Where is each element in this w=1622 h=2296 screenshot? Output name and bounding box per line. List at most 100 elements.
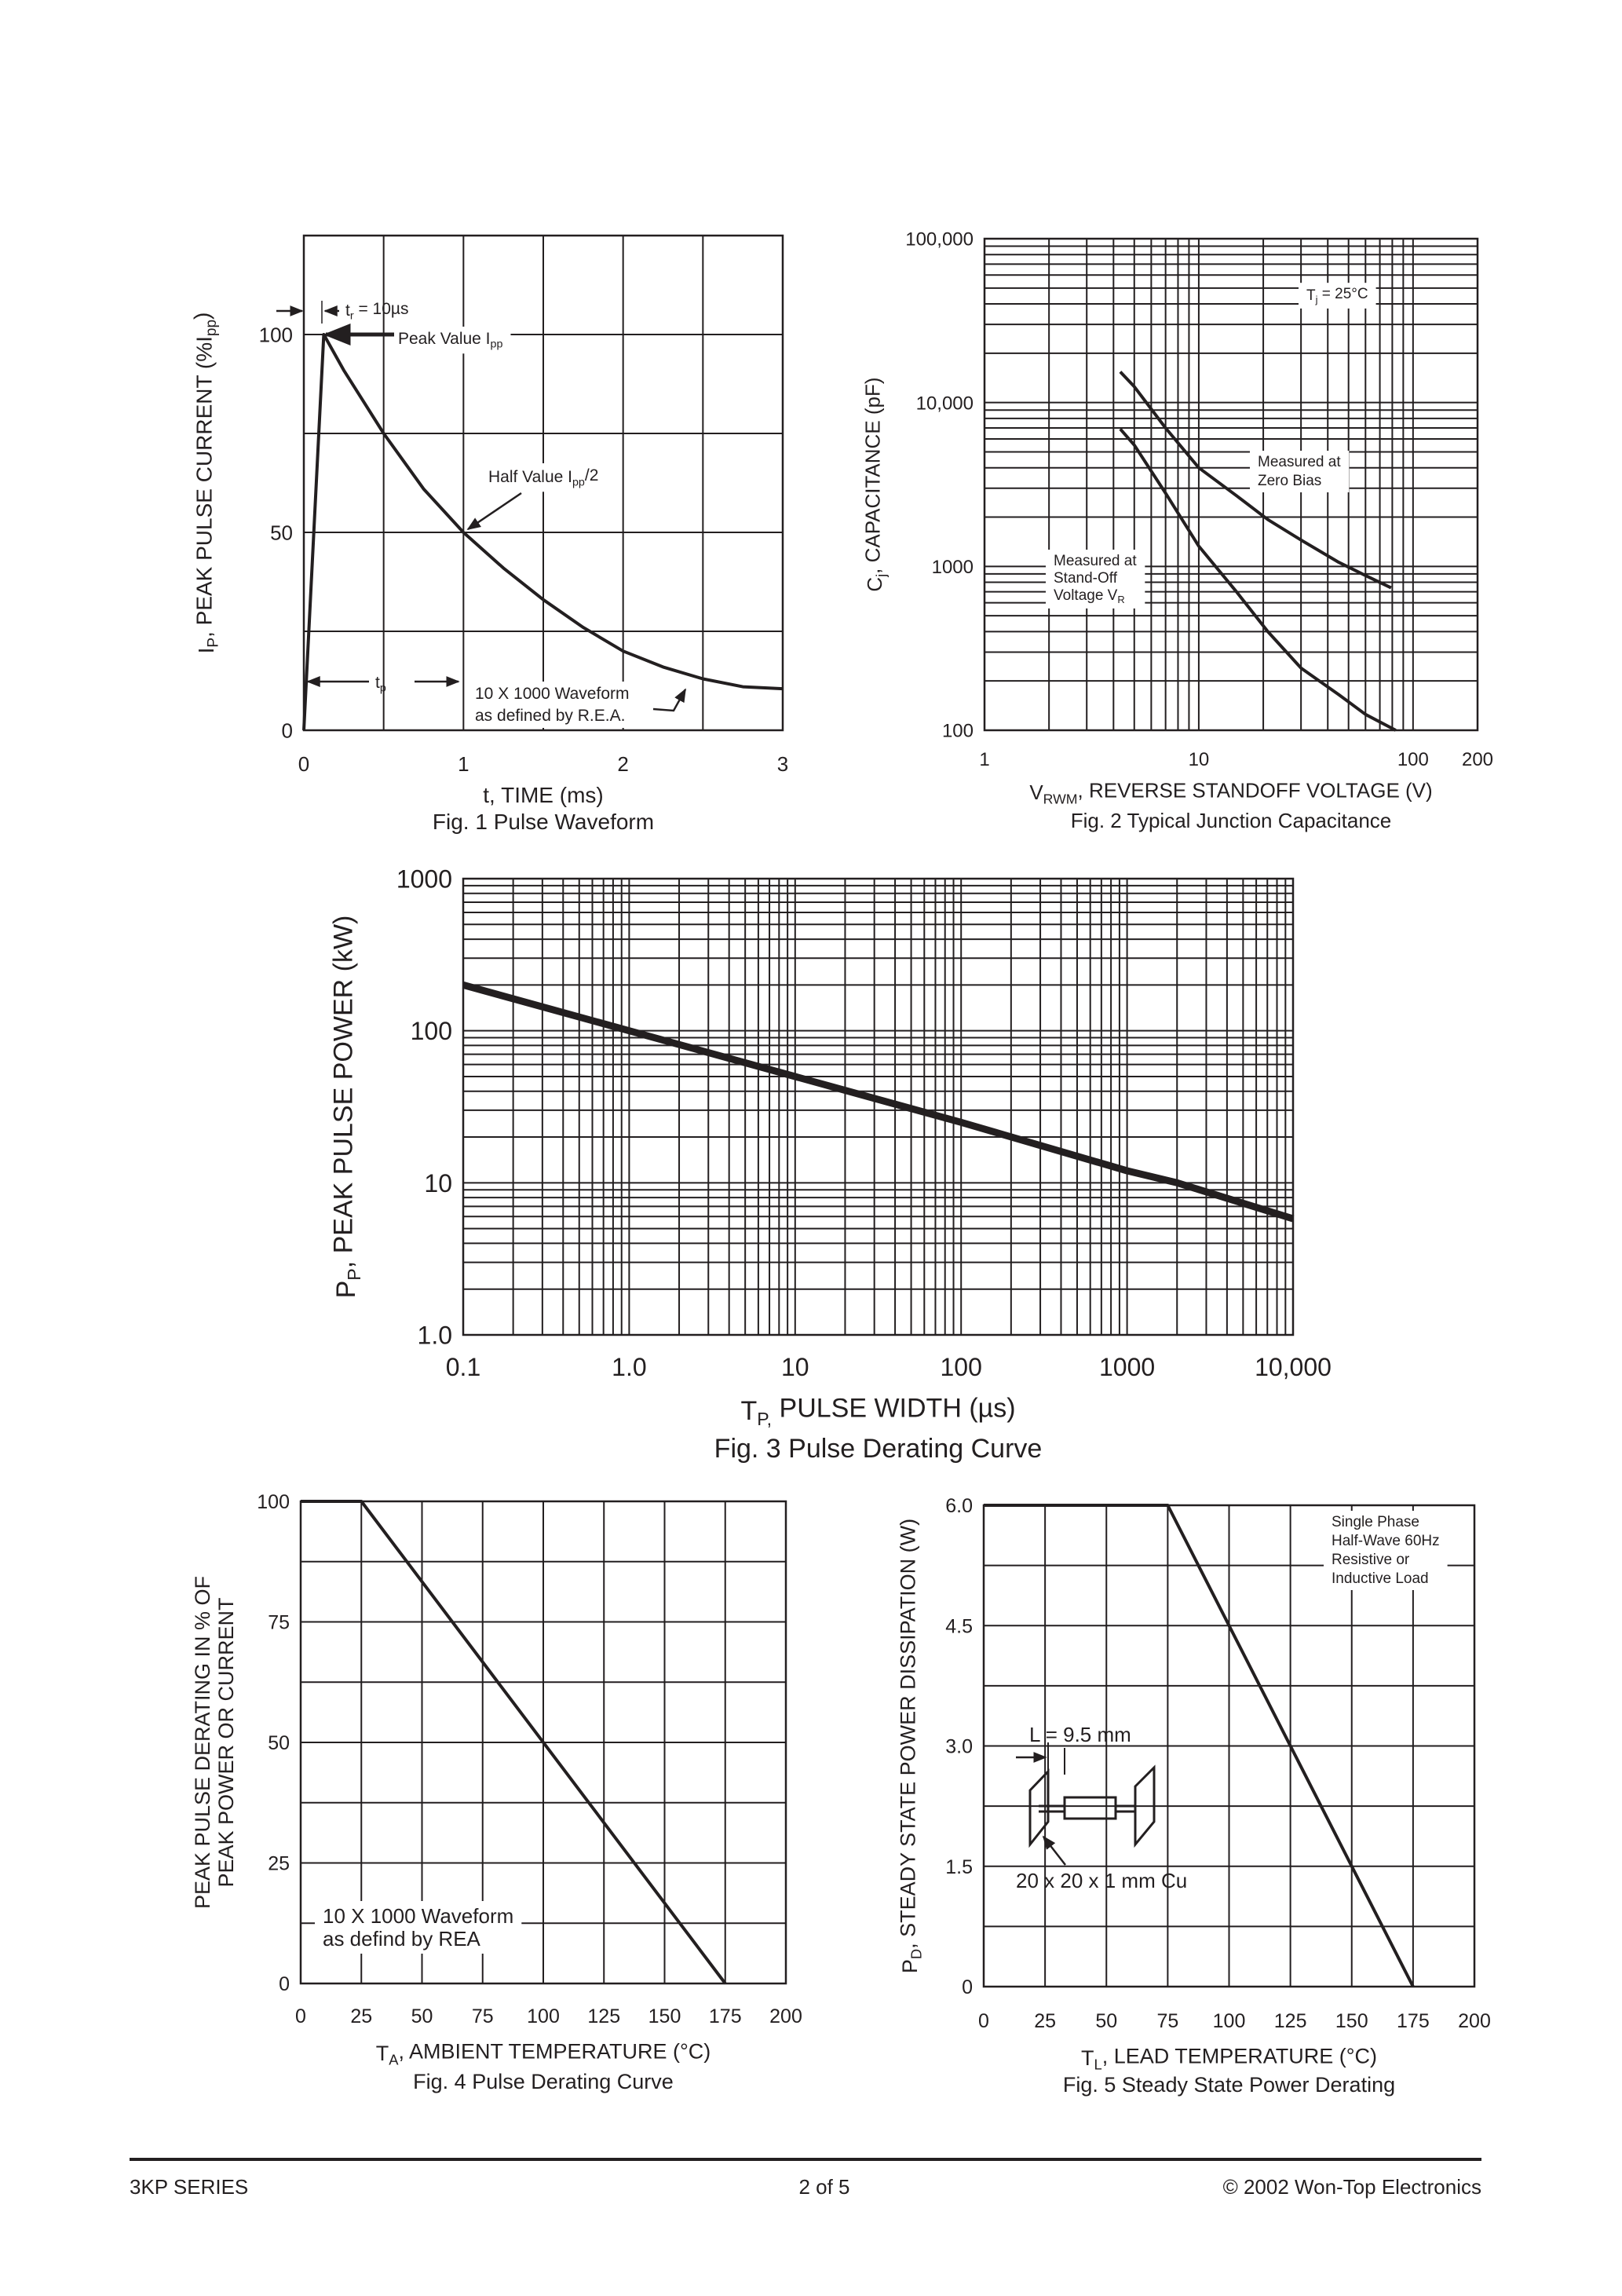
annotation-background <box>1299 283 1376 309</box>
annotation-text: Voltage VR <box>1054 587 1125 605</box>
annotation-text: Peak Value Ipp <box>398 330 502 350</box>
annotation-text: 20 x 20 x 1 mm Cu <box>1016 1869 1187 1892</box>
fig3-x-tick-label: 10 <box>781 1353 809 1381</box>
annotation-background <box>1250 451 1350 492</box>
fig5-caption: Fig. 5 Steady State Power Derating <box>1063 2073 1395 2097</box>
fig1-annotation-tp: tp <box>375 674 386 694</box>
annotation-text: Measured at <box>1258 454 1341 470</box>
fig5-annotation-lead: L = 9.5 mm <box>1029 1723 1131 1746</box>
fig4-y-tick-label: 25 <box>268 1853 290 1875</box>
annotation-text: Single Phase <box>1332 1514 1419 1530</box>
fig1-caption: Fig. 1 Pulse Waveform <box>433 810 654 834</box>
fig1-y-tick-label: 100 <box>259 323 293 346</box>
fig4-y-tick-label: 50 <box>268 1732 290 1754</box>
diode-body <box>1063 1796 1117 1820</box>
fig5-chart: 0 25 50 75 100 125 150 175 200 0 1.5 3.0 4.5 6.0 TL, L… <box>896 1495 1490 2097</box>
fig4-x-tick-label: 150 <box>648 2005 681 2027</box>
footer-page-number: 2 of 5 <box>798 2175 850 2199</box>
fig2-y-tick-label: 10,000 <box>916 393 974 414</box>
annotation-text: as defind by REA <box>323 1927 481 1951</box>
fig2-y-tick-label: 100 <box>942 721 974 742</box>
fig3-x-axis-title: TP, PULSE WIDTH (µs) <box>740 1394 1015 1429</box>
annotation-text: Measured at <box>1054 553 1137 569</box>
annotation-text: 10 X 1000 Waveform <box>475 685 630 703</box>
annotation-text: Inductive Load <box>1332 1570 1429 1587</box>
fig2-annotation-tj: Tj = 25°C <box>1299 283 1376 309</box>
fig5-y-tick-label: 4.5 <box>945 1615 973 1637</box>
fig4-y-axis-title: PEAK PULSE DERATING IN % OF <box>191 1576 214 1909</box>
fig5-y-tick-label: 0 <box>962 1976 973 1998</box>
fig3-x-tick-label: 100 <box>941 1353 982 1381</box>
fig4-x-tick-label: 175 <box>709 2005 742 2027</box>
fig2-x-axis-title: VRWM, REVERSE STANDOFF VOLTAGE (V) <box>1029 779 1432 807</box>
fig5-y-tick-label: 3.0 <box>945 1736 973 1758</box>
fig1-annotation-tr: tr = 10µs <box>345 300 409 322</box>
fig5-y-tick-label: 6.0 <box>945 1495 973 1517</box>
annotation-text: Half-Wave 60Hz <box>1332 1533 1440 1549</box>
fig3-x-tick-label: 1.0 <box>612 1353 646 1381</box>
annotation-background <box>1324 1511 1448 1590</box>
fig3-x-tick-label: 1000 <box>1099 1353 1155 1381</box>
fig2-x-tick-label: 10 <box>1189 749 1210 770</box>
fig4-y-axis-title: PEAK POWER OR CURRENT <box>214 1597 238 1887</box>
fig4-plot-frame <box>299 1500 787 1985</box>
annotation-background <box>467 682 637 728</box>
fig2-plot-frame <box>983 237 1479 732</box>
fig1-x-axis-title: t, TIME (ms) <box>483 783 603 807</box>
fig1-x-tick-label: 3 <box>777 752 788 776</box>
fig3-grid <box>462 878 1294 1336</box>
fig3-y-axis-title: PP, PEAK PULSE POWER (kW) <box>329 916 364 1299</box>
fig2-y-tick-label: 1000 <box>932 557 974 578</box>
annotation-text: tp <box>375 674 386 694</box>
fig1-y-tick-label: 0 <box>282 718 293 742</box>
fig5-x-tick-label: 200 <box>1458 2010 1491 2032</box>
fig2-chart: 1 10 100 200 100 1000 10,000 100,000 VRWM, REVER… <box>861 229 1494 832</box>
fig3-y-tick-label: 1000 <box>396 865 452 894</box>
fig1-series-1-line <box>302 333 784 731</box>
annotation-background <box>1046 550 1145 609</box>
fig5-y-axis-title: PD, STEADY STATE POWER DISSIPATION (W) <box>896 1519 924 1973</box>
annotation-background <box>480 462 607 492</box>
fig5-x-tick-label: 150 <box>1335 2010 1368 2032</box>
fig3-plot-frame <box>462 877 1295 1336</box>
fig5-y-tick-label: 1.5 <box>945 1856 973 1878</box>
fig2-series-2-line <box>1119 427 1397 732</box>
annotation-text: L = 9.5 mm <box>1029 1723 1131 1746</box>
fig3-chart: 0.1 1.0 10 100 1000 10,000 1.0 10 100 1000 TP, PUL… <box>329 865 1332 1464</box>
fig4-x-tick-label: 200 <box>769 2005 802 2027</box>
fig4-y-tick-label: 0 <box>279 1973 290 1995</box>
annotation-text: tr = 10µs <box>345 300 409 322</box>
annotation-text: as defined by R.E.A. <box>475 707 625 725</box>
fig1-annotation-peak: Peak Value Ipp <box>390 327 511 354</box>
fig4-x-tick-label: 25 <box>350 2005 372 2027</box>
fig2-x-tick-label: 100 <box>1397 749 1429 770</box>
fig2-series-1-line <box>1119 371 1392 590</box>
fig4-x-tick-label: 50 <box>411 2005 433 2027</box>
annotation-text: Stand-Off <box>1054 570 1118 587</box>
fig4-chart: 0 25 50 75 100 125 150 175 200 0 25 50 75 100 TA, AMBI… <box>191 1491 802 2093</box>
fig3-y-tick-label: 100 <box>411 1017 452 1045</box>
annotation-background <box>390 327 511 354</box>
fig5-x-tick-label: 25 <box>1034 2010 1056 2032</box>
footer-copyright: © 2002 Won-Top Electronics <box>1222 2175 1481 2199</box>
arrow-icon <box>466 492 522 531</box>
fig5-x-tick-label: 0 <box>978 2010 989 2032</box>
axial-diode-mount-icon <box>1028 1764 1156 1848</box>
fig4-y-tick-label: 75 <box>268 1612 290 1634</box>
fig2-y-tick-label: 100,000 <box>905 229 974 250</box>
annotation-text: Half Value Ipp/2 <box>488 466 598 488</box>
fig1-x-tick-label: 2 <box>617 752 628 776</box>
fig5-annotation-cu: 20 x 20 x 1 mm Cu <box>1016 1869 1187 1892</box>
fig4-x-axis-title: TA, AMBIENT TEMPERATURE (°C) <box>376 2039 711 2067</box>
fig5-x-tick-label: 100 <box>1213 2010 1246 2032</box>
fig2-caption: Fig. 2 Typical Junction Capacitance <box>1071 809 1392 832</box>
fig1-y-tick-label: 50 <box>270 521 293 544</box>
fig3-x-tick-label: 10,000 <box>1255 1353 1332 1381</box>
fig3-y-tick-label: 10 <box>424 1169 452 1197</box>
fig5-x-axis-title: TL, LEAD TEMPERATURE (°C) <box>1081 2044 1377 2072</box>
annotation-text: Resistive or <box>1332 1552 1410 1568</box>
fig3-caption: Fig. 3 Pulse Derating Curve <box>714 1434 1043 1464</box>
fig5-annotation-load: Single Phase Half-Wave 60Hz Resistive or In… <box>1324 1511 1448 1590</box>
